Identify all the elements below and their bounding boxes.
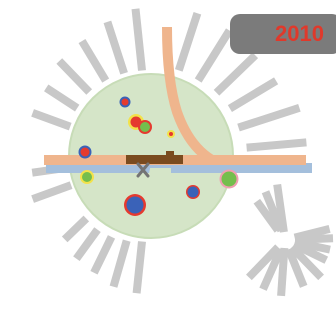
ray-5 [131, 8, 146, 71]
ray-19 [253, 198, 282, 233]
marker-green-left [80, 170, 94, 184]
marker-green-mid [138, 120, 152, 134]
ray-1 [44, 84, 80, 112]
marker-red-left [78, 145, 92, 159]
ray-28 [277, 247, 289, 297]
ray-12 [31, 181, 73, 203]
ray-burst [31, 8, 334, 297]
ray-17 [109, 239, 131, 288]
platform-bar [126, 155, 183, 164]
ray-15 [73, 227, 101, 262]
ray-3 [78, 39, 110, 83]
marker-blue-right [186, 185, 200, 199]
ray-4 [103, 20, 128, 75]
road-north-curve [162, 26, 215, 165]
ray-6 [174, 12, 202, 72]
ray-26 [289, 244, 324, 281]
year-badge: 2010 [230, 14, 336, 54]
marker-red-small-top [119, 96, 131, 108]
ray-30 [246, 244, 281, 281]
ray-10 [237, 103, 301, 132]
ray-2 [56, 58, 93, 95]
marker-yellow-tiny [167, 130, 175, 138]
ray-18 [132, 241, 146, 294]
ray-14 [61, 215, 90, 243]
ray-25 [292, 240, 329, 264]
ray-21 [273, 183, 288, 233]
ray-7 [194, 28, 233, 83]
ray-9 [227, 77, 279, 113]
marker-blue-bottom [124, 194, 146, 216]
platform-block [166, 151, 174, 158]
ray-11 [246, 138, 307, 152]
year-label: 2010 [275, 21, 324, 46]
ray-29 [259, 247, 285, 291]
marker-green-edge [219, 169, 239, 189]
ray-27 [284, 247, 308, 288]
center-cross-icon [136, 162, 150, 178]
ray-0 [31, 109, 72, 131]
ray-16 [90, 235, 116, 275]
ray-8 [213, 52, 259, 96]
ray-20 [261, 190, 286, 233]
